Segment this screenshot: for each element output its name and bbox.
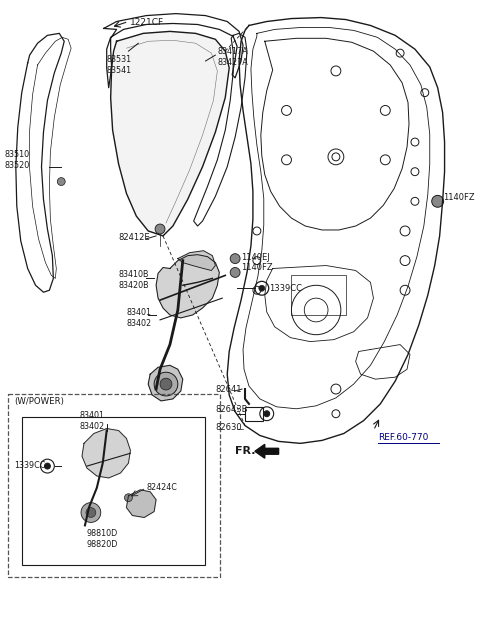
Text: 1140FZ: 1140FZ xyxy=(443,193,474,202)
Circle shape xyxy=(81,503,101,522)
Polygon shape xyxy=(178,251,216,271)
Text: 82641: 82641 xyxy=(216,385,242,394)
Text: 82412E: 82412E xyxy=(119,233,150,242)
Text: 82643B: 82643B xyxy=(216,405,248,414)
Polygon shape xyxy=(111,32,229,236)
Bar xyxy=(291,275,346,315)
Text: FR.: FR. xyxy=(235,446,256,456)
Text: 83401
83402: 83401 83402 xyxy=(126,308,152,328)
Circle shape xyxy=(86,508,96,517)
Circle shape xyxy=(230,267,240,277)
Text: (W/POWER): (W/POWER) xyxy=(14,397,64,406)
Polygon shape xyxy=(82,428,131,478)
Circle shape xyxy=(160,378,172,390)
Polygon shape xyxy=(148,365,183,401)
Bar xyxy=(245,407,263,421)
Text: 98810D
98820D: 98810D 98820D xyxy=(87,529,118,549)
Circle shape xyxy=(124,494,132,501)
Circle shape xyxy=(264,411,270,417)
Bar xyxy=(22,417,204,565)
Text: 1339CC: 1339CC xyxy=(269,284,302,293)
Polygon shape xyxy=(255,444,278,458)
Circle shape xyxy=(230,254,240,264)
Circle shape xyxy=(432,196,444,207)
Text: 82630: 82630 xyxy=(216,423,242,431)
Circle shape xyxy=(155,224,165,234)
Text: 1339CC: 1339CC xyxy=(14,461,45,470)
Text: 83510
83520: 83510 83520 xyxy=(5,150,30,170)
Text: REF.60-770: REF.60-770 xyxy=(378,433,429,443)
Polygon shape xyxy=(126,490,156,517)
Polygon shape xyxy=(156,254,219,318)
Text: 1221CF: 1221CF xyxy=(131,17,165,27)
Circle shape xyxy=(45,463,50,469)
Text: 83410B
83420B: 83410B 83420B xyxy=(119,271,149,290)
Circle shape xyxy=(57,178,65,186)
Circle shape xyxy=(154,372,178,396)
Text: 83531
83541: 83531 83541 xyxy=(107,55,132,75)
Text: 83417A
83427A: 83417A 83427A xyxy=(217,47,248,67)
Text: 82424C: 82424C xyxy=(146,483,177,492)
Text: 83401
83402: 83401 83402 xyxy=(79,411,104,431)
Text: 1140EJ
1140FZ: 1140EJ 1140FZ xyxy=(241,253,273,272)
Circle shape xyxy=(259,285,265,291)
